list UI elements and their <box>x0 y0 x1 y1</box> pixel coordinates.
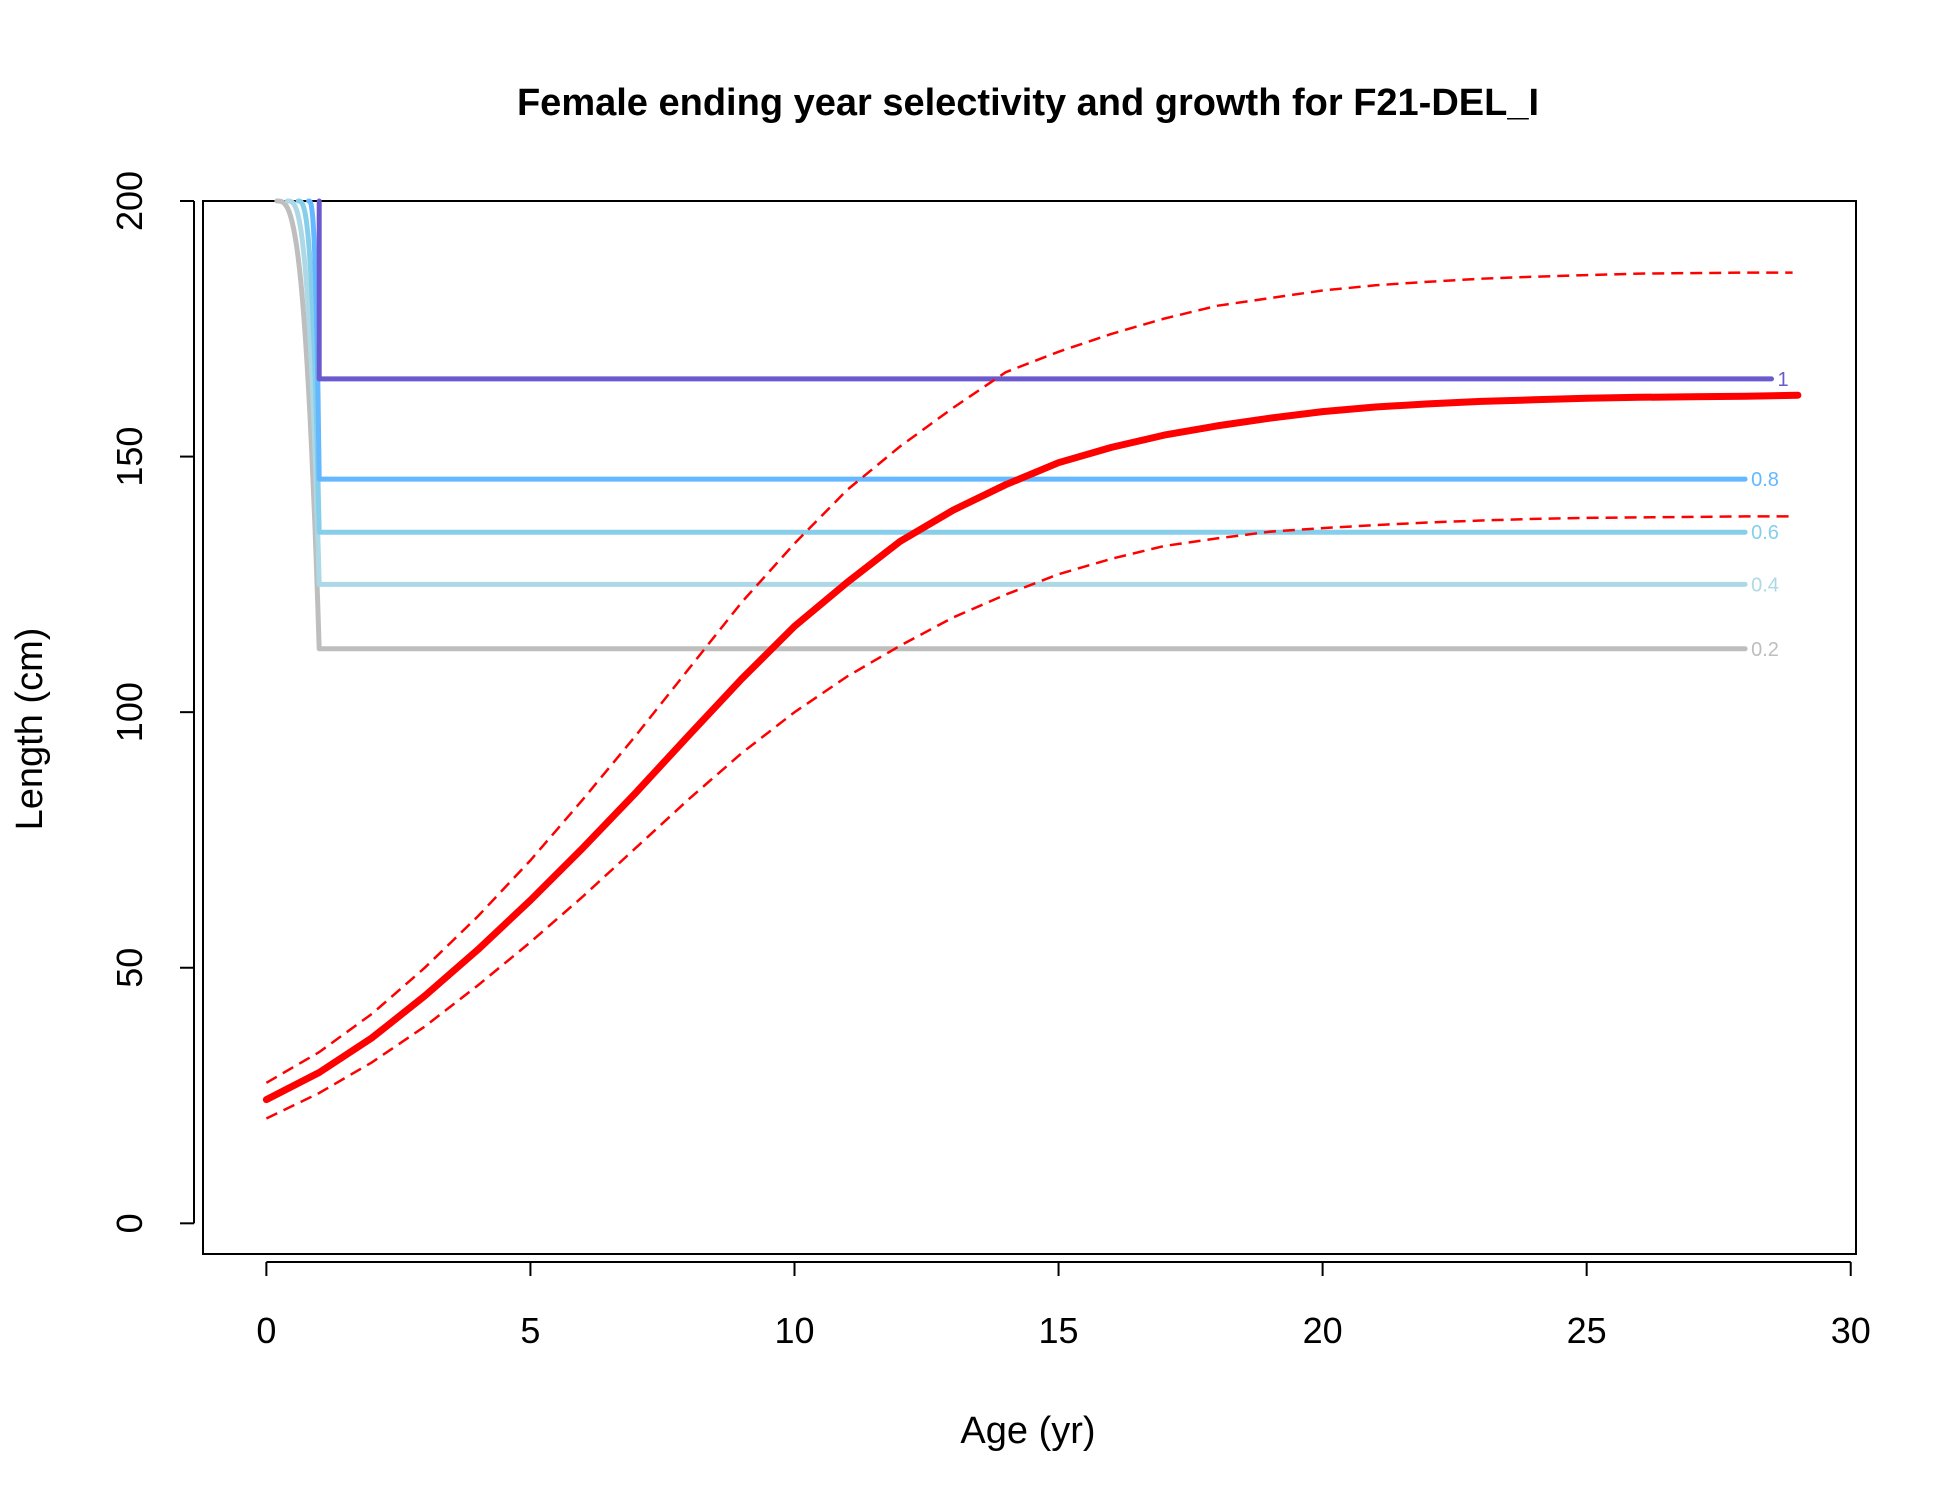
contour-label-1: 1 <box>1778 369 1789 391</box>
x-tick-label: 10 <box>774 1310 814 1351</box>
growth-upper-ci-line <box>265 271 1793 1084</box>
selectivity-contour-0-8 <box>306 198 1748 482</box>
x-tick-label: 15 <box>1039 1310 1079 1351</box>
x-axis-label: Age (yr) <box>960 1410 1095 1452</box>
plot-frame <box>202 200 1857 1255</box>
growth-mean-line <box>262 391 1802 1104</box>
x-tick-label: 0 <box>256 1310 276 1351</box>
growth-lower-ci-line <box>265 515 1793 1120</box>
y-tick-label: 50 <box>109 948 150 988</box>
x-tick-label: 25 <box>1567 1310 1607 1351</box>
chart-title: Female ending year selectivity and growt… <box>517 82 1539 124</box>
y-tick-label: 200 <box>109 171 150 231</box>
x-tick-label: 5 <box>520 1310 540 1351</box>
selectivity-contour-1 <box>316 198 1774 382</box>
contour-label-0-6: 0.6 <box>1751 522 1779 544</box>
selectivity-contour-0-4 <box>285 198 1748 587</box>
y-axis-label: Length (cm) <box>9 628 51 831</box>
contour-label-0-4: 0.4 <box>1751 574 1779 596</box>
x-tick-label: 20 <box>1303 1310 1343 1351</box>
growth-curves <box>262 271 1802 1120</box>
y-axis: 0 50 100 150 200 <box>109 171 195 1233</box>
y-tick-label: 100 <box>109 682 150 742</box>
y-tick-label: 0 <box>109 1213 150 1233</box>
x-axis: 0 5 10 15 20 25 30 <box>256 1261 1871 1351</box>
contour-label-0-2: 0.2 <box>1751 639 1779 661</box>
selectivity-contours: 0.2 0.4 0.6 0.8 1 <box>274 198 1789 661</box>
y-tick-label: 150 <box>109 427 150 487</box>
selectivity-contour-0-2 <box>274 198 1748 652</box>
x-tick-label: 30 <box>1831 1310 1871 1351</box>
contour-label-0-8: 0.8 <box>1751 469 1779 491</box>
